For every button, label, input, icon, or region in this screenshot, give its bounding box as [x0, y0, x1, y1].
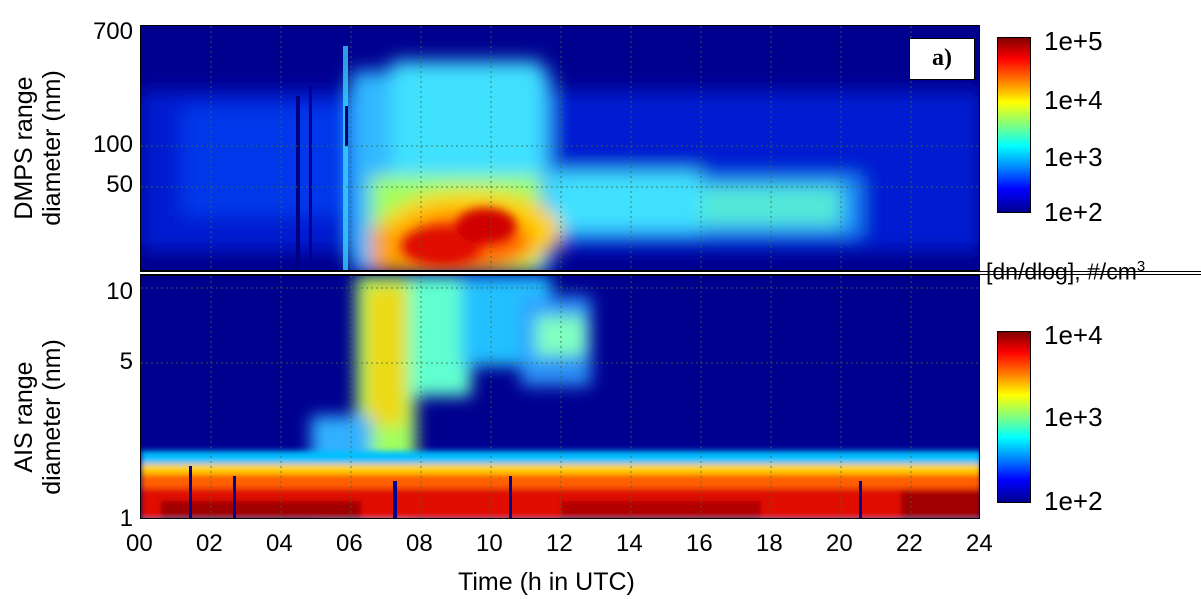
x-tick-04: 04	[266, 530, 293, 557]
ais-heatmap	[141, 276, 979, 518]
dmps-ylabel-line2: diameter (nm)	[38, 70, 66, 226]
ais-ytick-5: 5	[119, 348, 133, 375]
dmps-cbar-tick-1e4: 1e+4	[1044, 85, 1103, 115]
x-tick-16: 16	[686, 530, 713, 557]
dmps-ylabel-line1: DMPS range	[10, 76, 38, 220]
ais-ytick-1: 1	[119, 505, 133, 532]
ais-ytick-10: 10	[106, 278, 133, 305]
dmps-cbar-tick-1e5: 1e+5	[1044, 26, 1103, 56]
dmps-ylabel: DMPS range diameter (nm)	[10, 48, 66, 248]
dmps-ytick-700: 700	[92, 18, 133, 45]
ais-ylabel-line1: AIS range	[10, 361, 38, 473]
ais-cbar-tick-1e3: 1e+3	[1044, 402, 1103, 432]
colorbar-unit-text: [dn/dlog], #/cm	[986, 258, 1137, 285]
x-tick-18: 18	[756, 530, 783, 557]
dmps-ytick-50: 50	[106, 171, 133, 198]
x-tick-06: 06	[336, 530, 363, 557]
dmps-heatmap	[141, 26, 979, 270]
ais-cbar-tick-1e4: 1e+4	[1044, 320, 1103, 350]
ais-colorbar	[997, 331, 1031, 503]
x-tick-24: 24	[966, 530, 993, 557]
ais-ylabel: AIS range diameter (nm)	[10, 317, 66, 517]
x-axis-label: Time (h in UTC)	[458, 568, 635, 596]
x-tick-20: 20	[826, 530, 853, 557]
dmps-heatmap-panel: a)	[140, 25, 980, 271]
panel-label: a)	[909, 38, 975, 80]
x-tick-10: 10	[476, 530, 503, 557]
colorbar-unit-superscript: 3	[1136, 258, 1146, 275]
ais-cbar-tick-1e2: 1e+2	[1044, 486, 1103, 516]
dmps-ytick-100: 100	[92, 131, 133, 158]
ais-ylabel-line2: diameter (nm)	[38, 339, 66, 495]
x-tick-08: 08	[406, 530, 433, 557]
dmps-cbar-tick-1e2: 1e+2	[1044, 197, 1103, 227]
x-tick-00: 00	[126, 530, 153, 557]
dmps-colorbar	[997, 37, 1031, 213]
x-tick-02: 02	[196, 530, 223, 557]
colorbar-unit-label: [dn/dlog], #/cm3	[986, 254, 1145, 285]
ais-heatmap-panel	[140, 275, 980, 519]
x-tick-14: 14	[616, 530, 643, 557]
dmps-cbar-tick-1e3: 1e+3	[1044, 142, 1103, 172]
panel-separator	[140, 271, 1201, 275]
x-tick-22: 22	[896, 530, 923, 557]
x-tick-12: 12	[546, 530, 573, 557]
